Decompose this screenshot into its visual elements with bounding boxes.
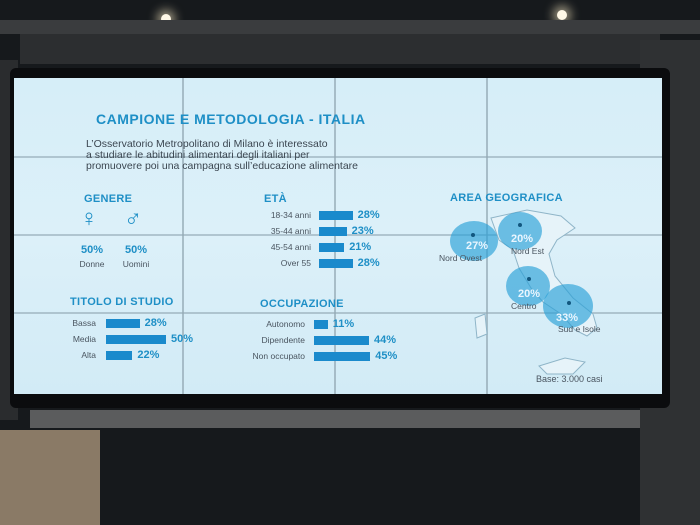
male-icon: ♂	[124, 205, 142, 232]
titolo-label: Media	[72, 334, 96, 344]
wooden-structure	[0, 430, 100, 525]
centro-bubble	[506, 266, 550, 306]
nord-ovest-label: Nord Ovest	[439, 253, 482, 263]
donne-value: 50%	[80, 244, 104, 256]
eta-value: 21%	[349, 241, 372, 253]
nord-ovest-value: 27%	[466, 240, 489, 252]
ceiling-light	[161, 14, 171, 24]
nord-est-value: 20%	[511, 233, 534, 245]
slide-title: CAMPIONE E METODOLOGIA - ITALIA	[96, 111, 366, 127]
titolo-bar	[106, 319, 140, 328]
truss-frame	[20, 34, 660, 64]
uomini-value: 50%	[124, 244, 148, 256]
occupazione-value: 45%	[375, 350, 398, 362]
nord-est-bubble	[498, 212, 542, 250]
titolo-bar	[106, 335, 166, 344]
area-heading: AREA GEOGRAFICA	[450, 192, 563, 204]
sud-isole-value: 33%	[556, 312, 579, 324]
titolo-heading: TITOLO DI STUDIO	[70, 296, 174, 308]
eta-value: 28%	[357, 209, 380, 221]
occupazione-bar	[314, 336, 369, 345]
occupazione-bar	[314, 352, 371, 361]
uomini-label: Uomini	[122, 259, 150, 269]
occupazione-label: Dipendente	[261, 335, 305, 345]
titolo-label: Alta	[81, 350, 96, 360]
titolo-value: 22%	[137, 349, 160, 361]
ceiling-light	[557, 10, 567, 20]
base-note: Base: 3.000 casi	[536, 374, 603, 384]
eta-value: 28%	[357, 257, 380, 269]
presentation-screen: CAMPIONE E METODOLOGIA - ITALIA L’Osserv…	[14, 78, 662, 394]
occupazione-label: Non occupato	[252, 351, 305, 361]
nord-est-label: Nord Est	[511, 246, 545, 256]
eta-bar	[319, 259, 353, 268]
region-dot	[518, 223, 522, 227]
region-dot	[567, 301, 571, 305]
titolo-value: 50%	[171, 333, 194, 345]
genere-heading: GENERE	[84, 193, 133, 205]
occupazione-value: 11%	[332, 318, 355, 330]
truss-beam	[0, 20, 700, 34]
sud-isole-bubble	[543, 284, 593, 328]
eta-label: 35-44 anni	[270, 226, 311, 236]
region-dot	[471, 233, 475, 237]
titolo-bar	[106, 351, 133, 360]
slide-intro: L’Osservatorio Metropolitano di Milano è…	[86, 138, 359, 172]
nord-ovest-bubble	[450, 221, 498, 261]
eta-value: 23%	[351, 225, 374, 237]
occupazione-label: Autonomo	[266, 319, 305, 329]
eta-label: Over 55	[280, 258, 311, 268]
sud-isole-label: Sud e Isole	[558, 324, 601, 334]
titolo-value: 28%	[144, 317, 167, 329]
region-dot	[527, 277, 531, 281]
centro-label: Centro	[511, 301, 537, 311]
eta-heading: ETÀ	[264, 193, 287, 205]
eta-bar	[319, 227, 347, 236]
eta-label: 18-34 anni	[270, 210, 311, 220]
female-icon: ♀	[80, 205, 98, 232]
eta-label: 45-54 anni	[270, 242, 311, 252]
eta-bar	[319, 243, 345, 252]
donne-label: Donne	[79, 259, 105, 269]
occupazione-heading: OCCUPAZIONE	[260, 298, 344, 310]
centro-value: 20%	[518, 288, 541, 300]
screen-base-beam	[30, 410, 690, 428]
eta-bar	[319, 211, 353, 220]
occupazione-value: 44%	[374, 334, 397, 346]
titolo-label: Bassa	[72, 318, 96, 328]
occupazione-bar	[314, 320, 328, 329]
